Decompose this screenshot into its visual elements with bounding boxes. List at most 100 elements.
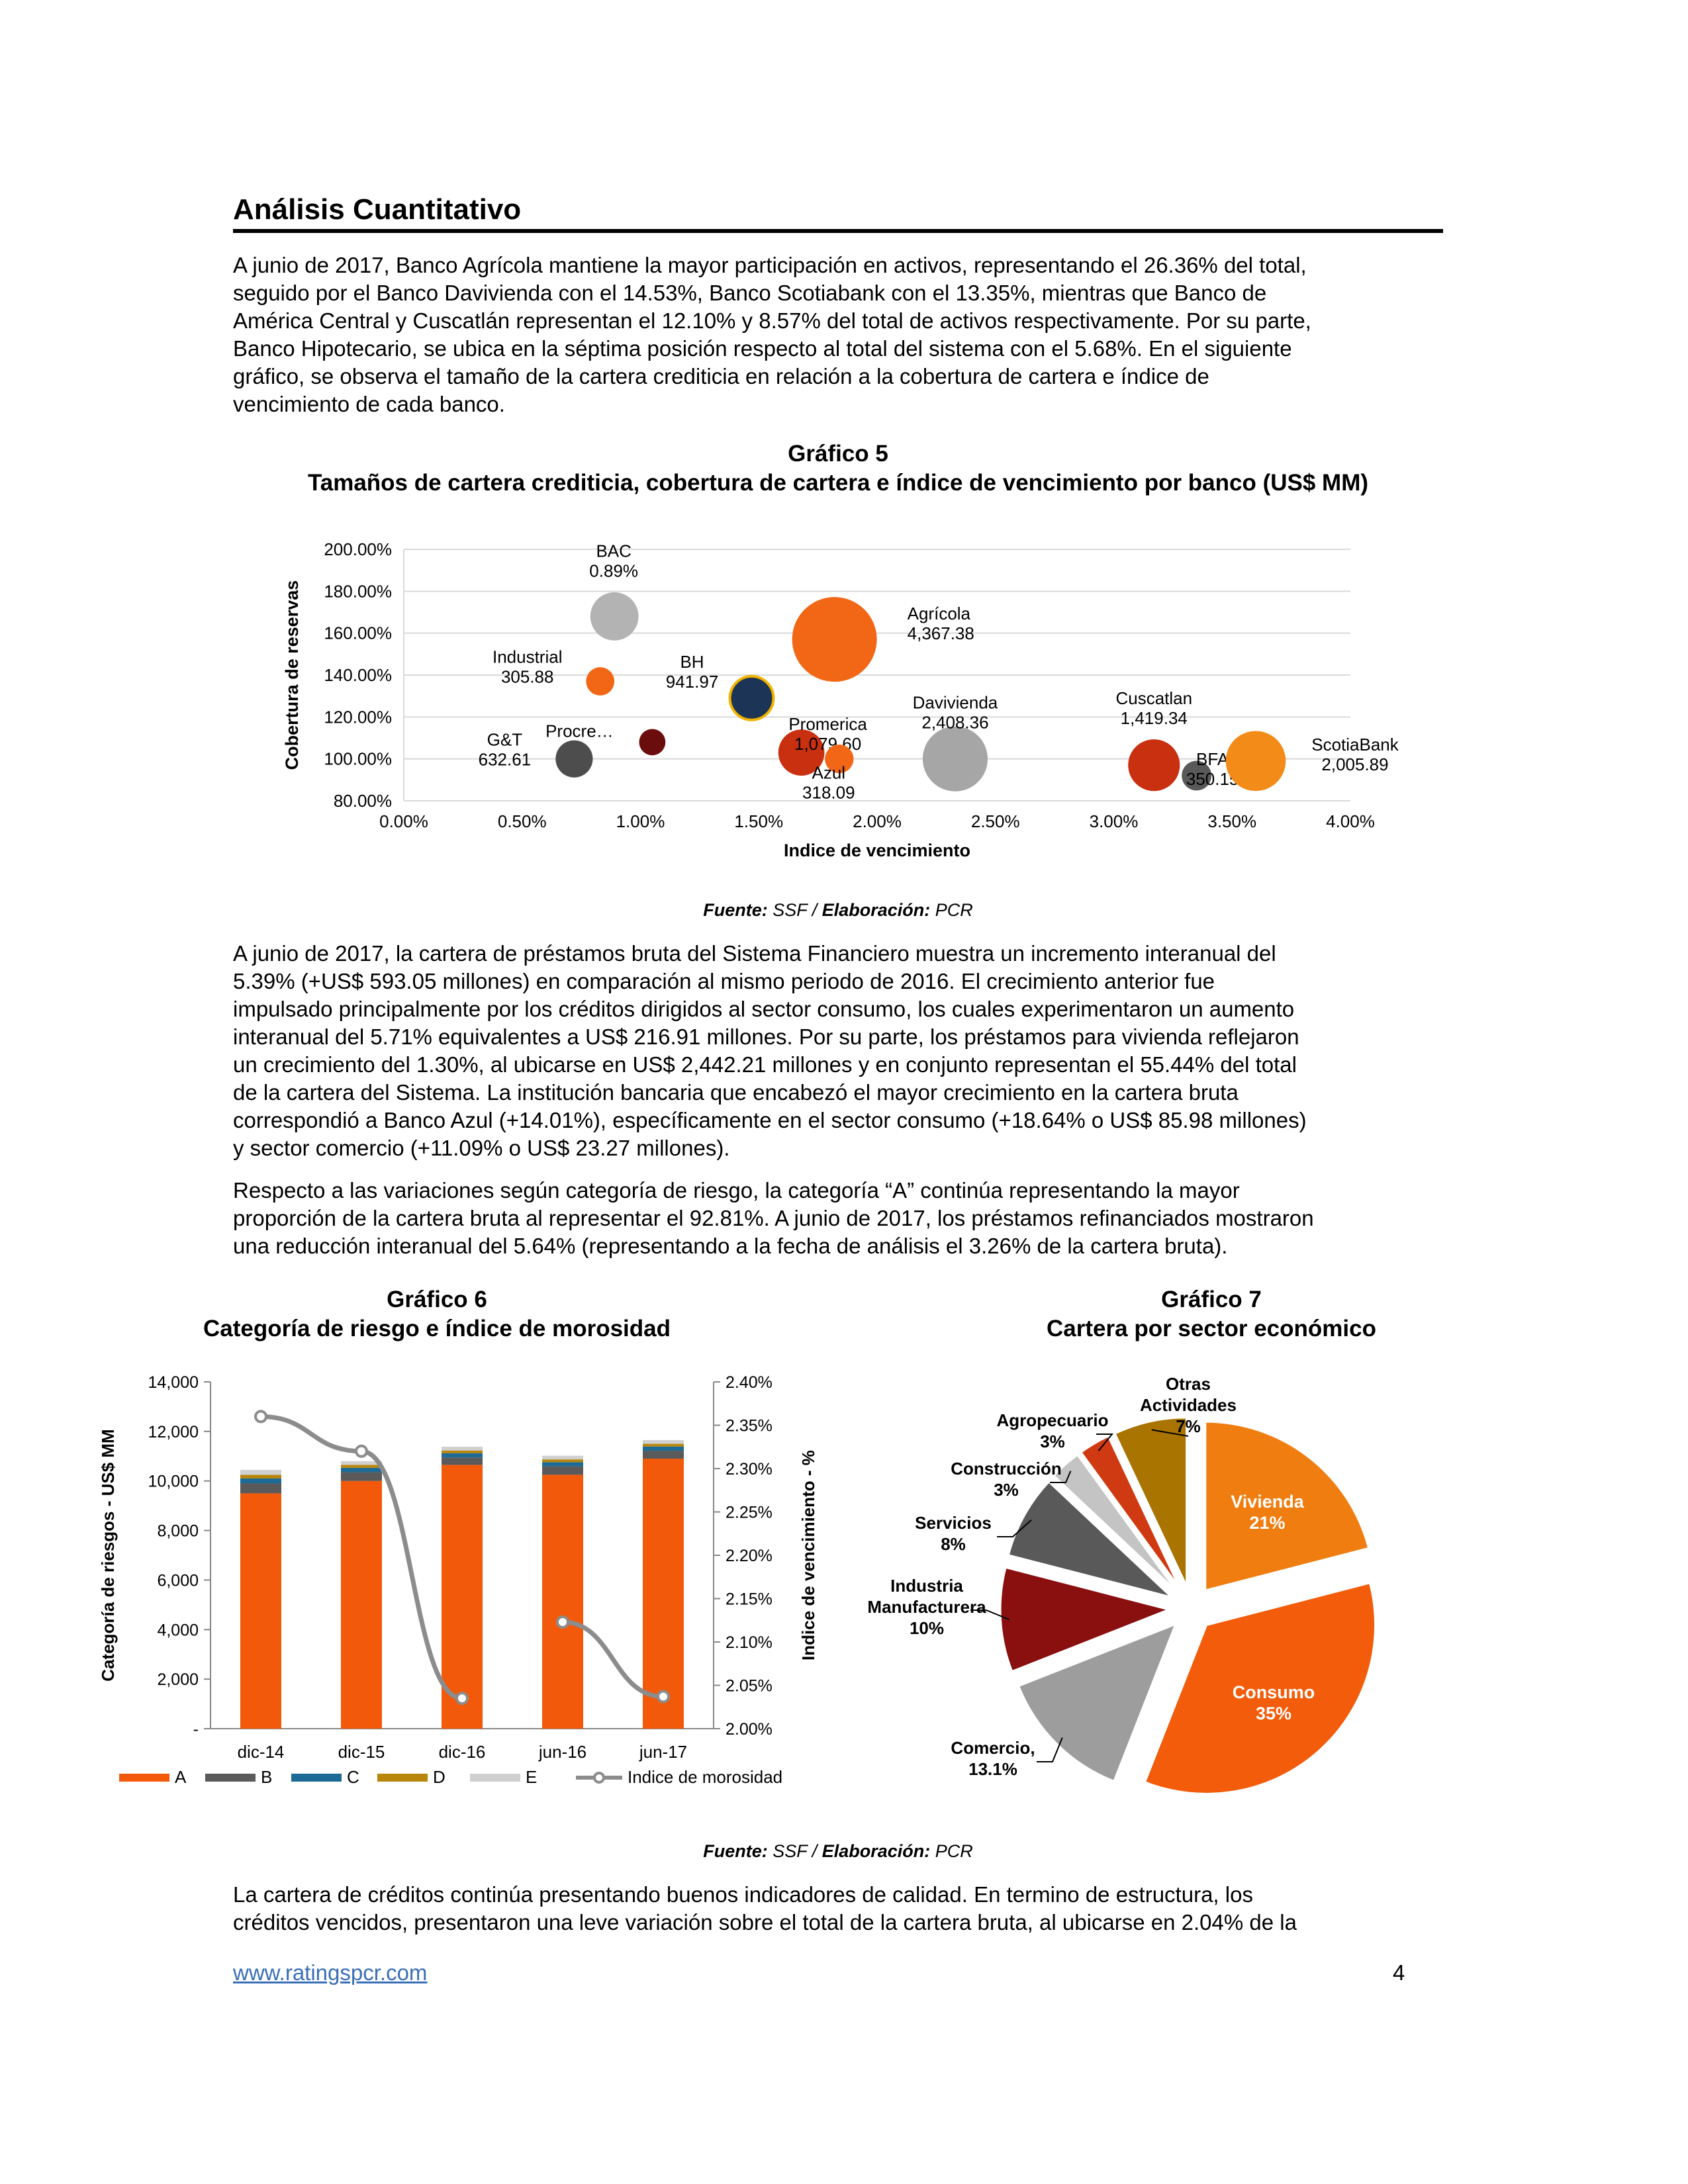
y-tick-label: 2,000 <box>157 1670 199 1689</box>
bubble-marker <box>639 729 666 756</box>
y-tick-label: 10,000 <box>148 1473 199 1491</box>
x-tick-label: 0.50% <box>498 811 547 831</box>
morosidad-point <box>556 1615 569 1629</box>
bubble-marker <box>590 592 639 641</box>
bubble-label: Promerica <box>788 714 867 734</box>
pie-slice-construccin <box>1052 1453 1178 1592</box>
legend-swatch <box>205 1774 256 1782</box>
x-tick-label: jun-17 <box>639 1742 687 1762</box>
bar-segment-e <box>542 1455 583 1460</box>
y-tick-label: 6,000 <box>157 1571 199 1590</box>
paragraph-line: Banco Hipotecario, se ubica en la séptim… <box>233 336 1292 361</box>
paragraph-line: Respecto a las variaciones según categor… <box>233 1178 1240 1203</box>
bubble-marker <box>1182 760 1212 791</box>
source-label: Fuente: <box>703 900 768 920</box>
website-link[interactable]: www.ratingspcr.com <box>233 1960 428 1985</box>
pie-label: Servicios <box>915 1513 992 1533</box>
x-tick-label: 3.00% <box>1090 811 1139 831</box>
pie-value: 7% <box>1176 1416 1201 1436</box>
y-axis-title: Cobertura de reservas <box>282 580 302 770</box>
bar-segment-e <box>643 1439 684 1444</box>
legend-label: C <box>347 1767 359 1787</box>
chart5-title: Tamaños de cartera crediticia, cobertura… <box>307 470 1369 496</box>
pie-value: 21% <box>1249 1513 1285 1533</box>
bubble-label: BH <box>680 652 704 672</box>
paragraph-line: proporción de la cartera bruta al repres… <box>233 1206 1314 1230</box>
pie-slice-servicios <box>1007 1480 1173 1599</box>
bubble-value: 4,367.38 <box>908 623 974 643</box>
y2-tick-label: 2.30% <box>726 1460 773 1479</box>
pie-value: 35% <box>1256 1704 1291 1723</box>
pie-slice-agropecuario <box>1079 1434 1182 1590</box>
legend-label: B <box>261 1767 272 1787</box>
pie-slice-comercio <box>1017 1622 1178 1783</box>
pie-value: 13.1% <box>968 1759 1017 1779</box>
bubble-marker <box>825 745 854 774</box>
x-tick-label: 1.00% <box>616 811 665 831</box>
bubble-promerica <box>778 729 825 776</box>
chart6-7-source: Fuente: SSF / Elaboración: PCR <box>233 1841 1443 1862</box>
leader-line <box>997 1519 1032 1537</box>
bar-segment-b <box>341 1472 382 1481</box>
paragraph-line: impulsado principalmente por los crédito… <box>233 997 1295 1021</box>
morosidad-point <box>455 1692 469 1706</box>
paragraph-line: 5.39% (+US$ 593.05 millones) en comparac… <box>233 969 1215 993</box>
x-tick-label: 4.00% <box>1326 811 1375 831</box>
y2-tick-label: 2.25% <box>726 1504 773 1522</box>
bubble-azul <box>825 745 854 774</box>
x-tick-label: 1.50% <box>734 811 783 831</box>
bubble-marker <box>792 597 877 682</box>
bubble-marker <box>728 674 775 721</box>
x-axis-title: Indice de vencimiento <box>784 841 970 860</box>
bubble-agrcola <box>792 597 877 682</box>
pie-label: Comercio, <box>951 1738 1035 1758</box>
paragraph-line: una reducción interanual del 5.64% (repr… <box>233 1234 1228 1258</box>
pie-label: Industria <box>890 1576 963 1596</box>
morosidad-point <box>355 1444 368 1458</box>
y-tick-label: 100.00% <box>324 749 392 769</box>
bar-segment-e <box>341 1461 382 1465</box>
y-tick-label: 120.00% <box>324 707 392 727</box>
y2-tick-label: 2.10% <box>726 1633 773 1652</box>
bubble-value: 0.89% <box>589 561 638 580</box>
bar-segment-c <box>542 1462 583 1467</box>
leader-line <box>1050 1471 1072 1483</box>
bar-segment-c <box>643 1446 684 1451</box>
y2-axis-title: Indice de vencimiento - % <box>798 1450 818 1661</box>
y-tick-label: 14,000 <box>148 1373 199 1392</box>
bubble-label: ScotiaBank <box>1311 735 1399 754</box>
section-title: Análisis Cuantitativo <box>233 193 1443 233</box>
paragraph-line: interanual del 5.71% equivalentes a US$ … <box>233 1024 1299 1049</box>
paragraph-line: A junio de 2017, Banco Agrícola mantiene… <box>233 253 1307 277</box>
bar-segment-d <box>341 1465 382 1468</box>
legend-swatch <box>377 1774 428 1782</box>
bar-segment-d <box>240 1475 281 1479</box>
pie-value: 10% <box>910 1618 944 1638</box>
legend-swatch <box>291 1774 342 1782</box>
source-text: SSF / <box>767 900 822 920</box>
bar-segment-a <box>341 1480 382 1729</box>
chart5-source: Fuente: SSF / Elaboración: PCR <box>233 900 1443 921</box>
paragraph-line: La cartera de créditos continúa presenta… <box>233 1882 1253 1907</box>
bubble-davivienda <box>922 726 988 792</box>
bar-segment-d <box>442 1450 483 1453</box>
bar-segment-e <box>442 1447 483 1451</box>
legend-label: E <box>526 1767 537 1787</box>
legend-swatch <box>470 1774 520 1782</box>
legend-label: Indice de morosidad <box>628 1767 782 1787</box>
pie-value: 3% <box>994 1480 1019 1500</box>
pie-slice-vivienda <box>1204 1420 1370 1592</box>
bubble-value: 632.61 <box>479 750 532 770</box>
elaboration-label: Elaboración: <box>821 1841 931 1861</box>
y-tick-label: 80.00% <box>334 791 392 811</box>
bubble-cuscatlan <box>1128 739 1180 792</box>
bar-segment-c <box>442 1453 483 1458</box>
x-tick-label: 2.50% <box>971 811 1020 831</box>
morosidad-line <box>260 1414 463 1701</box>
bubble-marker <box>778 729 825 776</box>
chart7-number: Gráfico 7 <box>1161 1287 1262 1312</box>
morosidad-line <box>562 1619 664 1700</box>
bubble-label: Procre… <box>545 721 614 741</box>
pie-slice-otrasactividades <box>1113 1416 1188 1587</box>
